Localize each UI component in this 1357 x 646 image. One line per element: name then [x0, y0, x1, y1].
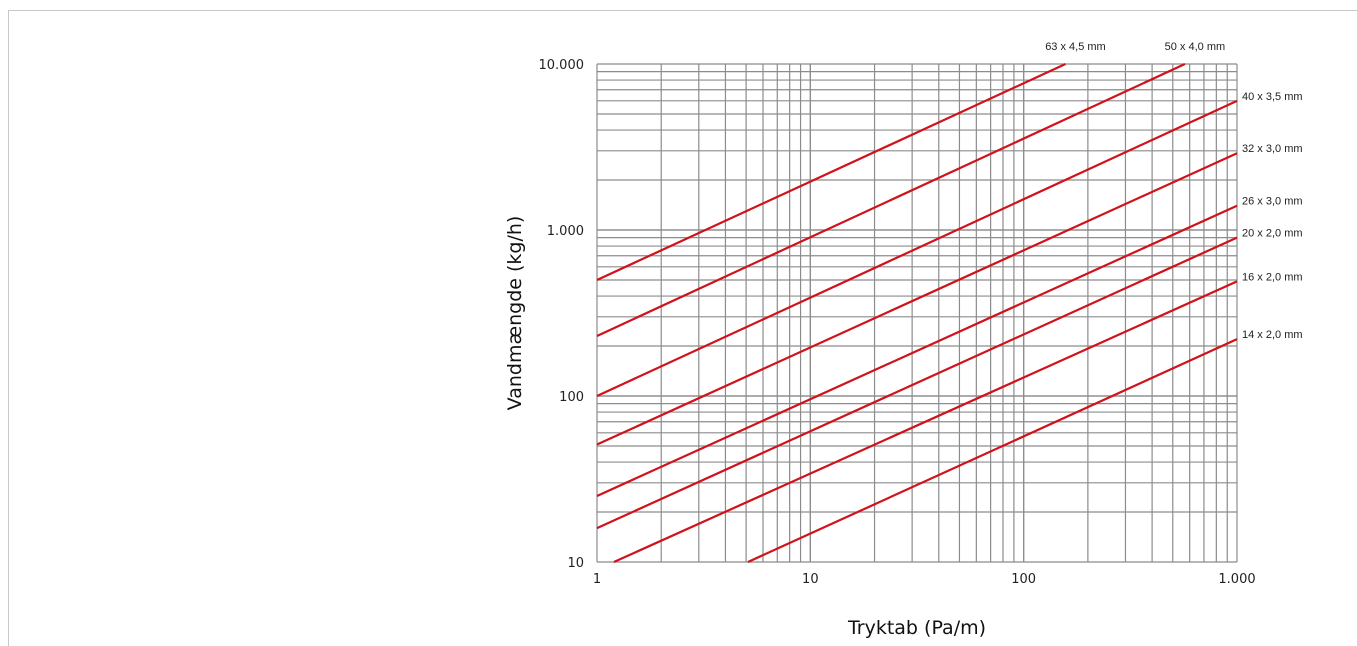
series-label: 20 x 2,0 mm — [1242, 228, 1303, 240]
x-tick-label: 1.000 — [1218, 572, 1255, 587]
y-tick-label: 10.000 — [539, 58, 585, 73]
x-axis-title: Tryktab (Pa/m) — [847, 617, 986, 639]
series-label: 40 x 3,5 mm — [1242, 91, 1303, 103]
series-line — [596, 152, 1238, 446]
y-tick-label: 10 — [567, 556, 584, 571]
chart-frame — [8, 10, 1357, 646]
series-line — [596, 204, 1238, 497]
series-lines — [596, 63, 1238, 564]
series-line — [596, 63, 1186, 337]
x-tick-labels: 1 10 100 1.000 — [593, 572, 1256, 587]
y-tick-labels: 10 100 1.000 10.000 — [539, 58, 585, 571]
x-tick-label: 10 — [802, 572, 819, 587]
y-tick-label: 100 — [559, 390, 584, 405]
series-label: 16 x 2,0 mm — [1242, 271, 1303, 283]
series-line — [596, 99, 1238, 397]
x-tick-label: 1 — [593, 572, 601, 587]
y-axis-title: Vandmængde (kg/h) — [504, 216, 526, 411]
series-label: 26 x 3,0 mm — [1242, 196, 1303, 208]
series-line — [596, 236, 1238, 530]
series-label: 63 x 4,5 mm — [1045, 41, 1106, 53]
x-tick-label: 100 — [1011, 572, 1036, 587]
series-label: 14 x 2,0 mm — [1242, 329, 1303, 341]
y-tick-label: 1.000 — [547, 224, 584, 239]
series-label: 50 x 4,0 mm — [1165, 41, 1226, 53]
series-labels: 63 x 4,5 mm 50 x 4,0 mm 40 x 3,5 mm 32 x 3,… — [1045, 41, 1302, 341]
series-line — [747, 338, 1238, 564]
grid-lines — [596, 63, 1238, 563]
series-label: 32 x 3,0 mm — [1242, 143, 1303, 155]
series-line — [596, 63, 1066, 281]
series-line — [613, 280, 1238, 564]
